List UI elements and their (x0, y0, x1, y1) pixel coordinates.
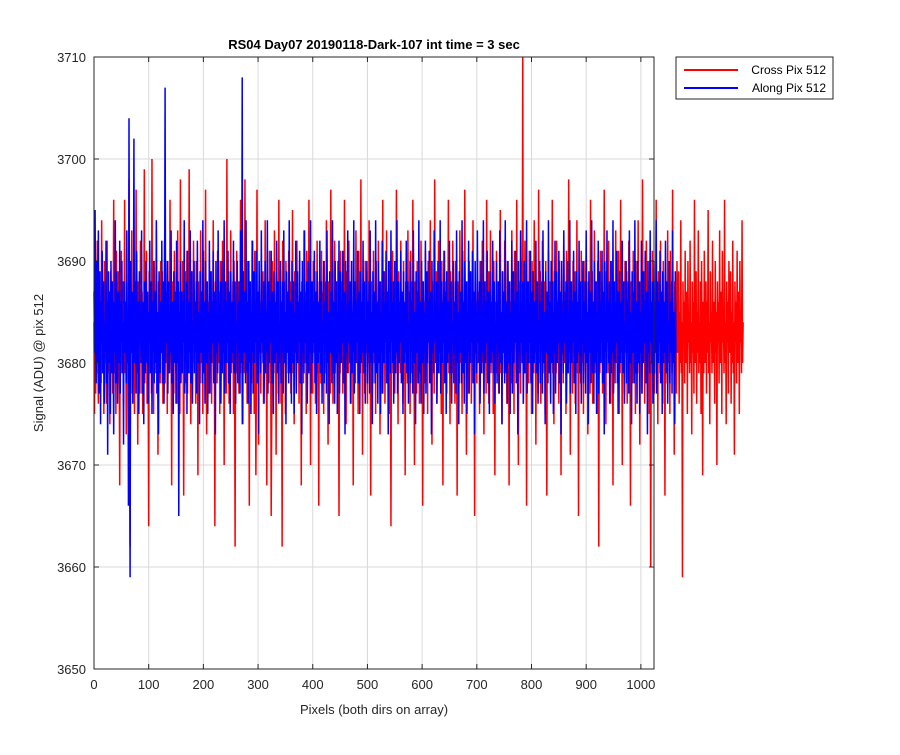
x-tick-label: 1000 (626, 677, 655, 692)
y-tick-label: 3670 (57, 458, 86, 473)
y-tick-label: 3710 (57, 50, 86, 65)
y-tick-label: 3680 (57, 356, 86, 371)
chart-title: RS04 Day07 20190118-Dark-107 int time = … (228, 37, 520, 52)
y-tick-label: 3650 (57, 662, 86, 677)
x-axis: 0 100 200 300 400 500 600 700 800 900 1000 (90, 57, 655, 692)
legend-label-along: Along Pix 512 (752, 81, 826, 95)
y-axis-label: Signal (ADU) @ pix 512 (31, 294, 46, 432)
y-axis: 3650 3660 3670 3680 3690 3700 3710 (57, 50, 654, 677)
x-tick-label: 200 (193, 677, 215, 692)
y-tick-label: 3690 (57, 254, 86, 269)
x-tick-label: 900 (575, 677, 597, 692)
x-axis-label: Pixels (both dirs on array) (300, 702, 448, 717)
series-line-along-pix-512 (93, 77, 677, 578)
legend-label-cross: Cross Pix 512 (751, 63, 826, 77)
x-tick-label: 800 (521, 677, 543, 692)
legend-box (675, 56, 834, 100)
x-tick-label: 500 (357, 677, 379, 692)
y-tick-label: 3700 (57, 152, 86, 167)
y-tick-label: 3660 (57, 560, 86, 575)
legend: Cross Pix 512 Along Pix 512 (675, 56, 834, 100)
series-layer (93, 56, 744, 578)
x-tick-label: 600 (411, 677, 433, 692)
x-tick-label: 400 (302, 677, 324, 692)
x-tick-label: 0 (90, 677, 97, 692)
x-tick-label: 300 (247, 677, 269, 692)
x-tick-label: 700 (466, 677, 488, 692)
x-tick-label: 100 (138, 677, 160, 692)
